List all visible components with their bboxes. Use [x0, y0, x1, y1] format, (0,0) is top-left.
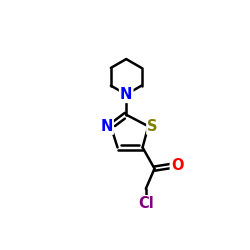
Text: O: O — [171, 158, 183, 173]
Text: N: N — [100, 119, 113, 134]
Text: N: N — [120, 87, 132, 102]
Text: Cl: Cl — [138, 196, 154, 211]
Text: S: S — [147, 119, 158, 134]
